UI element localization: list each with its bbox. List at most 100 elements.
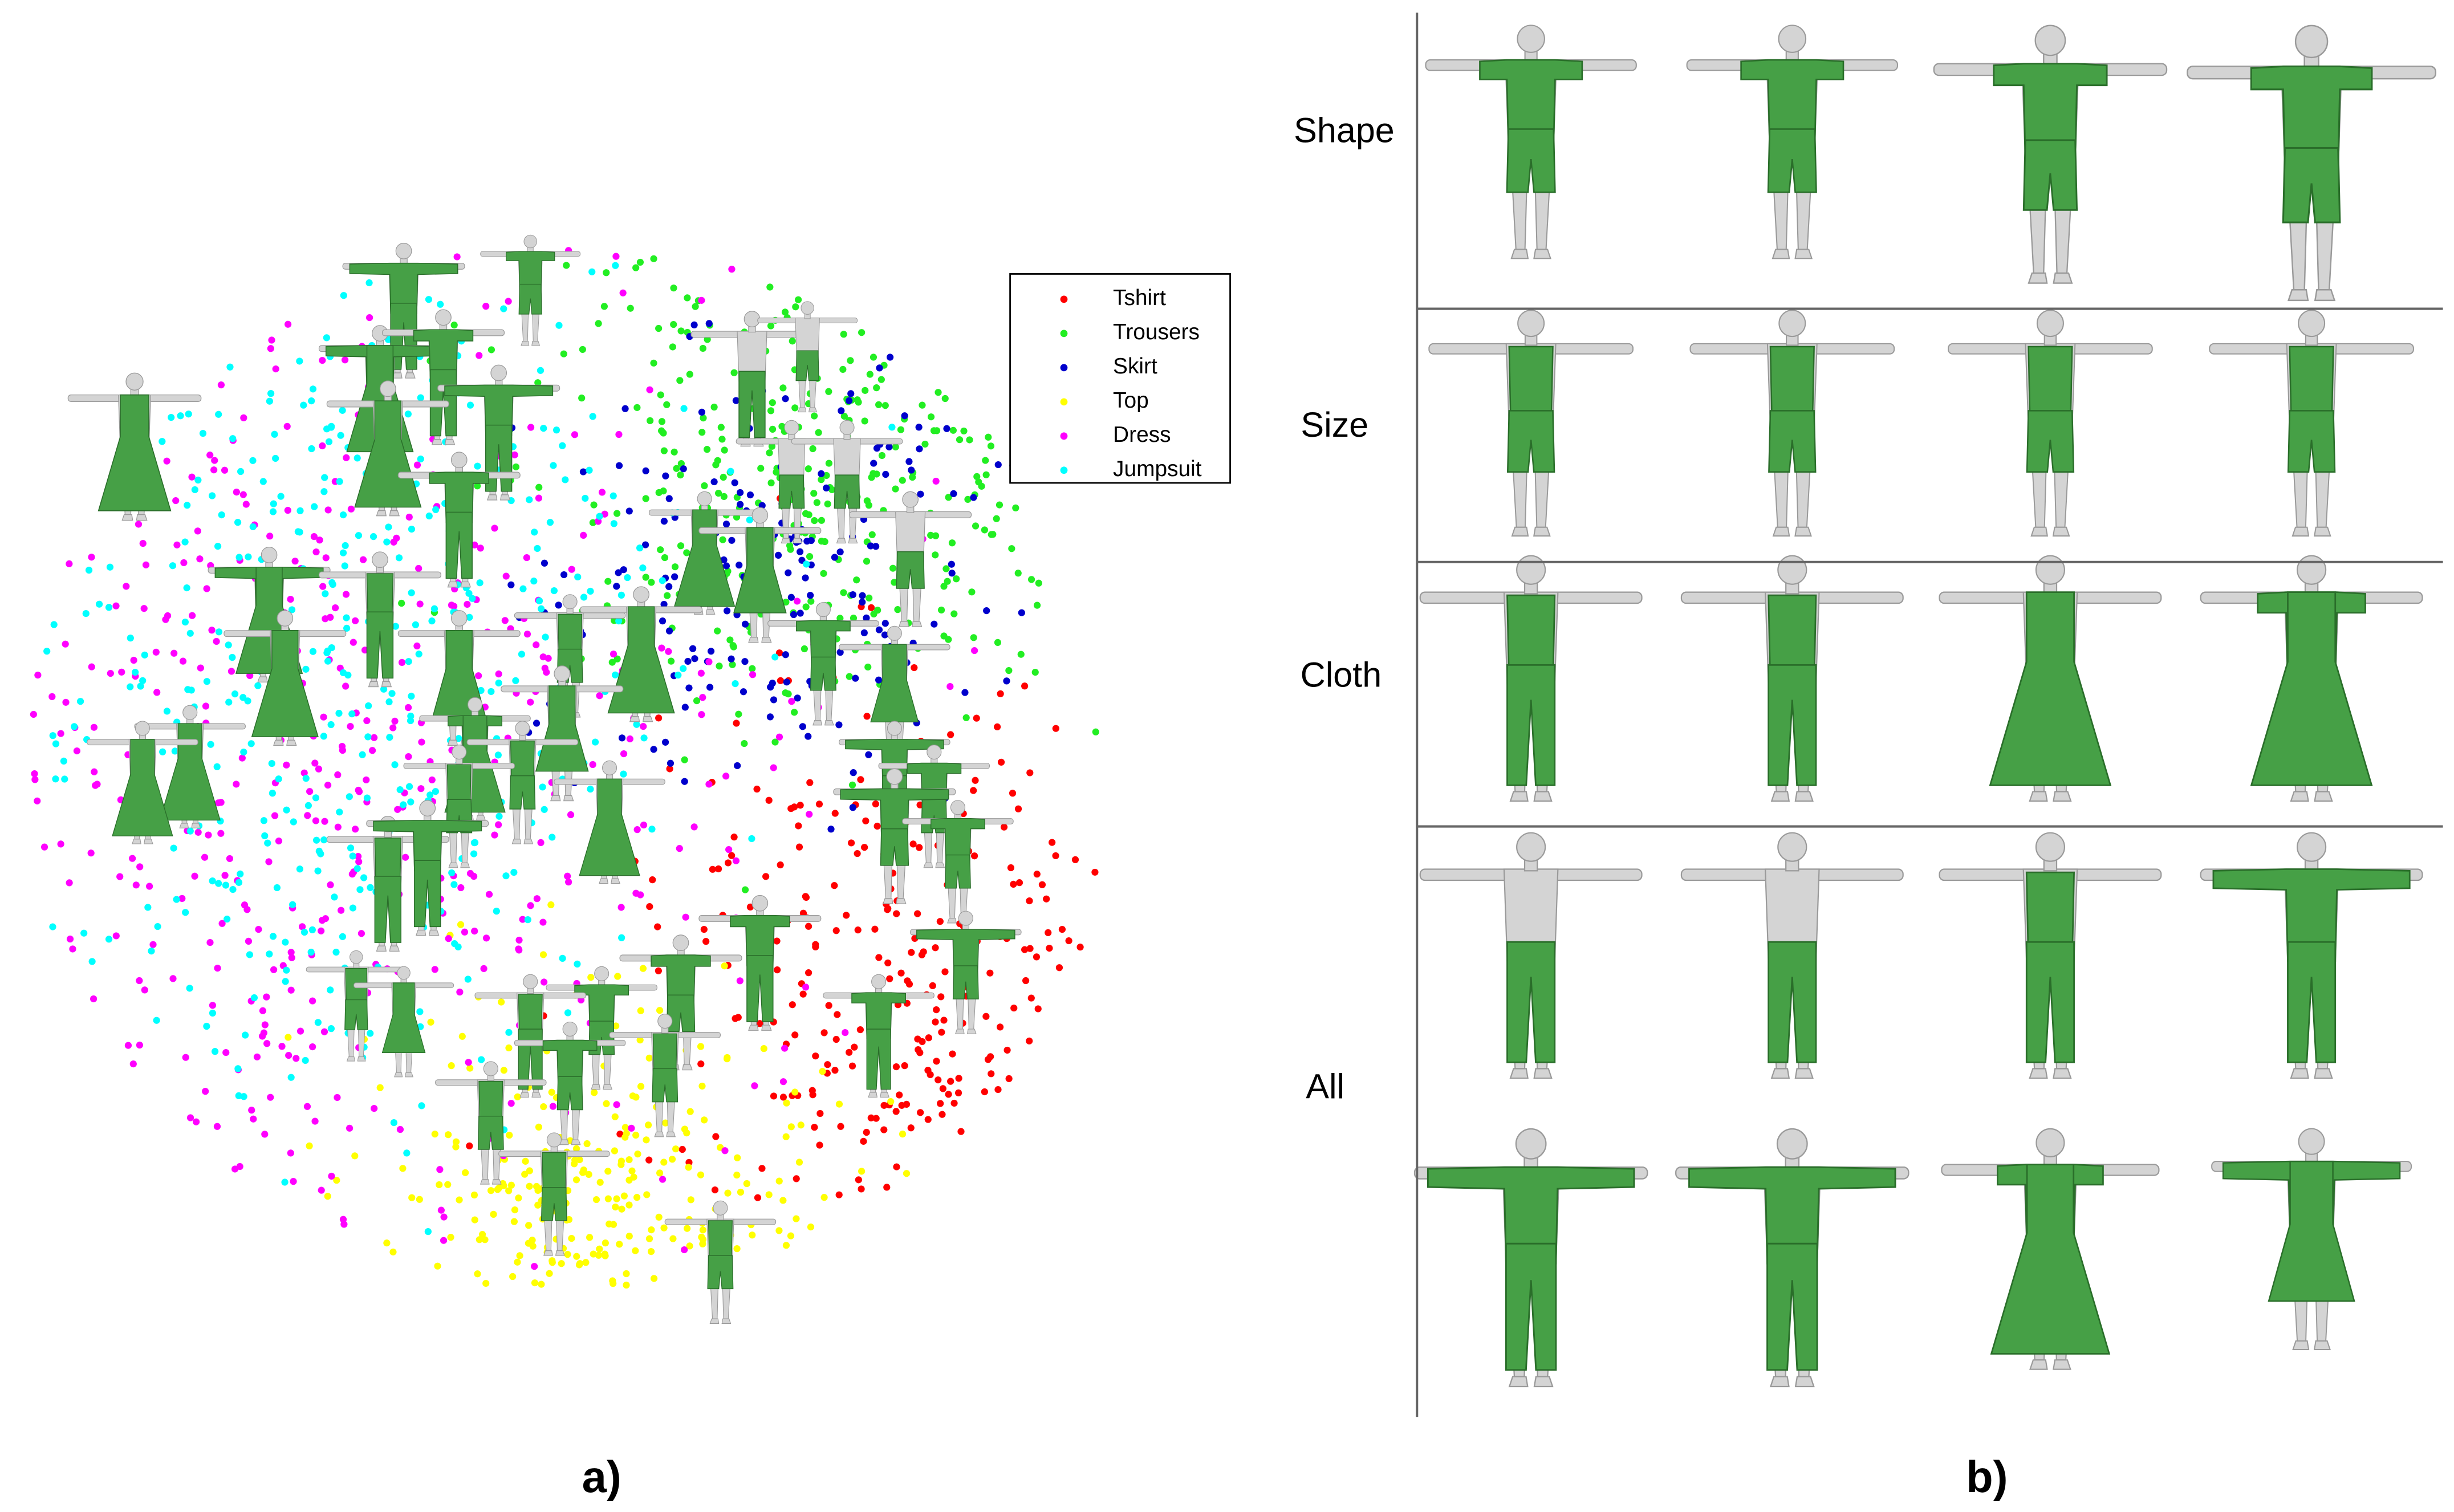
point (188, 686, 195, 694)
point (541, 559, 549, 567)
feet (121, 514, 148, 521)
point (880, 1102, 888, 1109)
point (659, 617, 667, 625)
point (904, 977, 911, 985)
point (283, 761, 290, 769)
point (682, 913, 689, 921)
point (323, 649, 331, 657)
point (727, 468, 734, 475)
point (268, 336, 275, 344)
point (614, 655, 621, 662)
point (997, 758, 1005, 766)
point (354, 454, 361, 462)
point (831, 1067, 839, 1074)
point (364, 733, 372, 741)
point (571, 431, 579, 438)
point (355, 788, 363, 795)
point (693, 697, 701, 705)
point (90, 995, 97, 1003)
feet (2030, 526, 2070, 537)
point (633, 404, 641, 411)
point (259, 1007, 267, 1014)
point (858, 1168, 866, 1175)
point (655, 324, 663, 332)
head (2294, 25, 2329, 59)
point (546, 1270, 553, 1277)
point (394, 806, 401, 813)
point (136, 977, 143, 985)
point (1009, 790, 1017, 797)
point (69, 945, 76, 953)
garment (478, 1080, 503, 1120)
point (316, 536, 323, 544)
point (466, 1142, 473, 1150)
point (647, 1248, 655, 1255)
point (642, 467, 649, 475)
point (179, 657, 187, 665)
point (186, 1114, 194, 1121)
point (246, 951, 254, 958)
point (1014, 805, 1022, 812)
point (572, 1176, 580, 1184)
point (735, 710, 742, 718)
point (475, 672, 482, 680)
point (563, 262, 570, 269)
point (620, 1192, 628, 1200)
point (91, 768, 98, 775)
point (444, 1181, 452, 1188)
point (92, 782, 99, 789)
point (417, 394, 424, 401)
legend-swatch (1060, 466, 1068, 474)
point (881, 631, 889, 639)
garment (795, 350, 819, 381)
point (537, 605, 545, 612)
point (197, 664, 204, 672)
point (649, 876, 656, 884)
head (871, 974, 887, 989)
feet (1772, 526, 1812, 537)
point (994, 1086, 1002, 1094)
point (591, 1089, 598, 1096)
point (663, 401, 671, 408)
point (932, 551, 939, 559)
point (894, 606, 901, 613)
point (351, 617, 359, 624)
point (657, 546, 664, 554)
point (774, 966, 781, 974)
point (783, 678, 790, 686)
point (791, 1088, 799, 1096)
human-figure (480, 234, 581, 346)
point (777, 861, 784, 869)
point (751, 1082, 758, 1090)
point (728, 655, 735, 662)
point (632, 889, 640, 897)
point (736, 562, 743, 569)
point (721, 1147, 729, 1155)
point (320, 733, 327, 740)
point (787, 594, 795, 601)
human-figure (698, 507, 822, 643)
point (797, 1121, 805, 1129)
point (383, 1239, 391, 1247)
point (782, 689, 789, 697)
point (383, 538, 391, 546)
point (408, 692, 415, 700)
point (891, 579, 898, 586)
point (194, 828, 202, 836)
point (684, 657, 692, 665)
head (450, 610, 468, 627)
point (795, 822, 802, 830)
point (872, 543, 880, 550)
point (112, 602, 120, 609)
point (626, 735, 633, 743)
garment (652, 1033, 677, 1072)
feet (883, 898, 907, 904)
point (90, 724, 98, 731)
point (827, 826, 835, 833)
point (927, 531, 935, 539)
garment (2026, 410, 2075, 473)
human-figure (87, 721, 198, 844)
point (620, 750, 628, 758)
point (311, 1117, 319, 1125)
point (621, 405, 629, 412)
